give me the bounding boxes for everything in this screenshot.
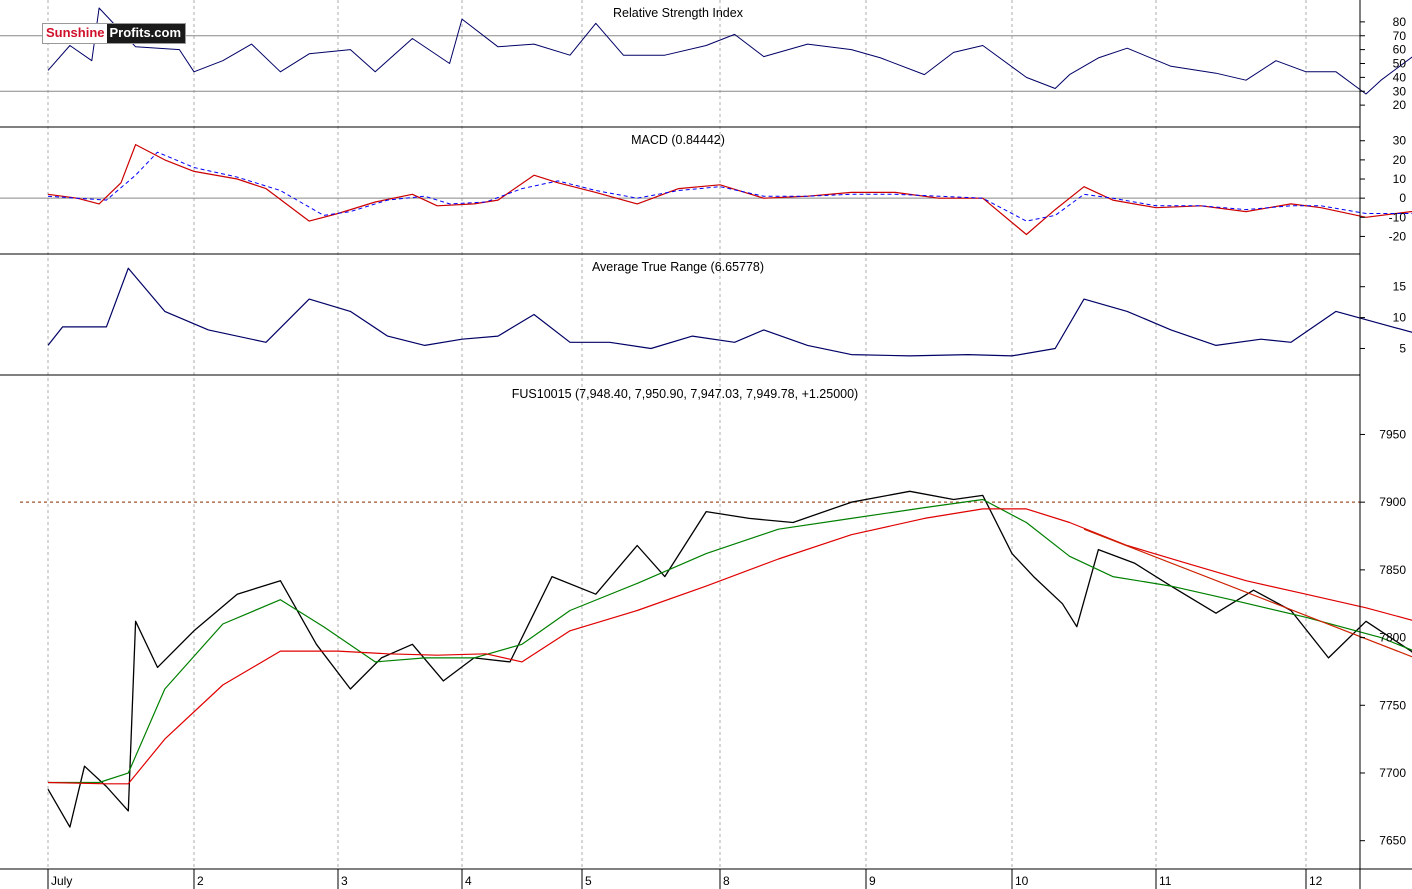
rsi-series-0 [47, 7, 1412, 95]
y-tick-label: 7700 [1379, 766, 1406, 780]
panel-title-macd: MACD (0.84442) [631, 133, 725, 147]
panel-title-price: FUS10015 (7,948.40, 7,950.90, 7,947.03, … [512, 387, 858, 401]
x-axis-ticks: July 2 3 4 5 8 9 10 11 12 [47, 869, 1323, 889]
y-tick-label: 70 [1393, 29, 1407, 43]
y-tick-label: 5 [1399, 341, 1406, 355]
x-tick-label: 2 [197, 874, 204, 888]
y-tick-label: 40 [1393, 70, 1407, 84]
y-tick-label: 10 [1393, 172, 1407, 186]
y-tick-label: 7750 [1379, 698, 1406, 712]
macd-series-1 [47, 151, 1412, 222]
macd-series-0 [47, 144, 1412, 236]
y-tick-label: 50 [1393, 57, 1407, 71]
y-tick-label: 10 [1393, 311, 1407, 325]
y-tick-label: 7900 [1379, 495, 1406, 509]
y-tick-label: 0 [1399, 191, 1406, 205]
y-tick-label: -10 [1389, 210, 1407, 224]
y-tick-label: 7850 [1379, 563, 1406, 577]
x-tick-label: 11 [1159, 874, 1172, 888]
sunshine-profits-logo: Sunshine Profits.com [42, 23, 187, 44]
panel-titles: Relative Strength Index MACD (0.84442) Ave… [512, 6, 858, 401]
x-tick-label: 5 [585, 874, 592, 888]
y-tick-label: 20 [1393, 98, 1407, 112]
y-tick-label: 30 [1393, 134, 1407, 148]
panel-title-atr: Average True Range (6.65778) [592, 260, 764, 274]
y-tick-label: 7950 [1379, 427, 1406, 441]
price-series-4 [1083, 528, 1412, 658]
logo-text-profits: Profits.com [106, 24, 186, 43]
series-lines [47, 7, 1412, 828]
x-tick-label: 3 [341, 874, 348, 888]
x-tick-label: 9 [869, 874, 876, 888]
grid-lines [47, 0, 1307, 869]
logo-text-sunshine: Sunshine [46, 25, 105, 40]
y-tick-label: 7800 [1379, 631, 1406, 645]
price-series-2 [47, 508, 1412, 785]
y-tick-label: 15 [1393, 280, 1407, 294]
y-tick-label: -20 [1389, 229, 1407, 243]
y-tick-label: 80 [1393, 15, 1407, 29]
y-tick-label: 7650 [1379, 834, 1406, 848]
y-tick-label: 20 [1393, 153, 1407, 167]
atr-series-0 [47, 267, 1412, 357]
reference-lines [0, 35, 1360, 503]
x-tick-label: 4 [465, 874, 472, 888]
y-tick-label: 30 [1393, 84, 1407, 98]
x-tick-label: 10 [1015, 874, 1029, 888]
x-tick-label: 8 [723, 874, 730, 888]
panel-title-rsi: Relative Strength Index [613, 6, 744, 20]
x-tick-label: July [51, 874, 72, 888]
y-tick-label: 60 [1393, 43, 1407, 57]
x-tick-label: 12 [1309, 874, 1323, 888]
price-series-0 [47, 490, 1412, 828]
price-series-1 [48, 498, 1412, 784]
y-axis-ticks: 807060504030203020100-10-201510579507900… [1360, 15, 1406, 848]
